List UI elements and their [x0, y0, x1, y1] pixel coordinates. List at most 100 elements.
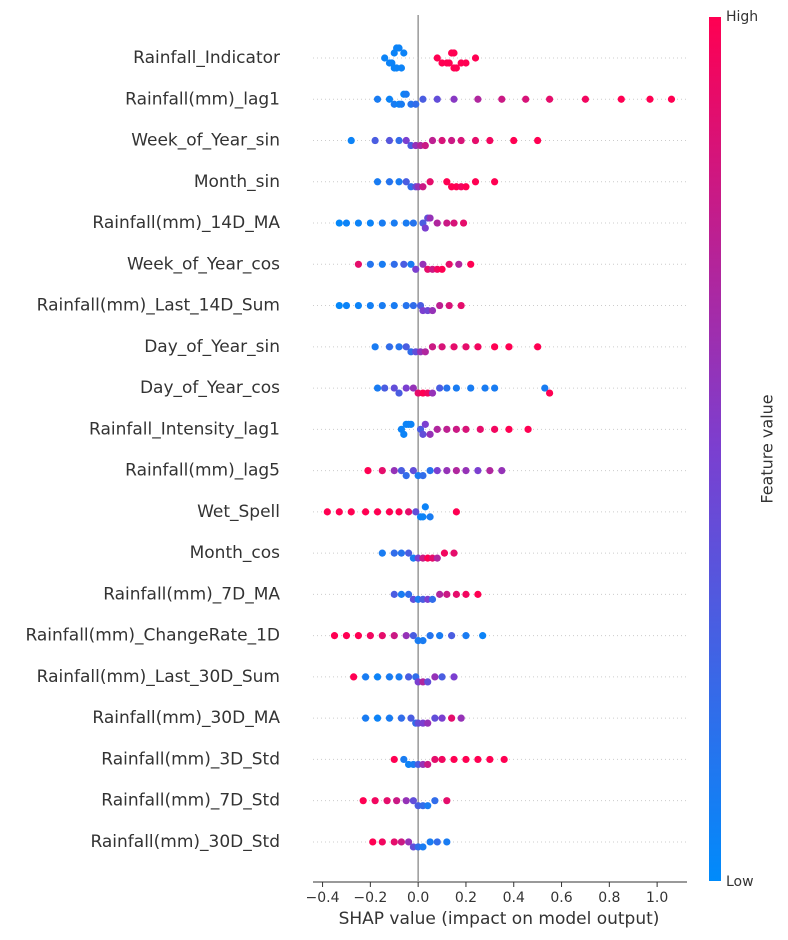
point — [646, 95, 654, 103]
point — [385, 714, 394, 722]
y-tick-label: Rainfall(mm)_lag5 — [125, 461, 280, 481]
point — [366, 301, 374, 310]
point — [505, 343, 513, 351]
point — [359, 797, 367, 805]
point — [419, 95, 427, 103]
point — [448, 136, 456, 145]
point — [419, 513, 427, 521]
point — [419, 430, 427, 438]
x-tick-label: 0.2 — [455, 890, 477, 906]
colorbar-high: High — [726, 9, 758, 25]
point — [421, 141, 429, 150]
x-tick-label: −0.4 — [306, 890, 340, 906]
point — [373, 714, 382, 722]
point — [397, 467, 406, 475]
point — [452, 425, 460, 433]
point — [342, 219, 351, 227]
point — [498, 467, 506, 475]
point — [419, 637, 427, 645]
point — [390, 632, 398, 640]
point — [402, 219, 410, 227]
point — [431, 673, 439, 681]
point — [541, 384, 549, 392]
point — [450, 343, 458, 351]
point — [448, 632, 456, 640]
point — [438, 265, 446, 273]
point — [354, 219, 363, 227]
point — [354, 632, 363, 640]
point — [323, 508, 331, 516]
point — [455, 260, 463, 268]
point — [491, 425, 499, 433]
x-tick-label: 0.6 — [550, 890, 572, 906]
point — [378, 467, 386, 475]
point — [354, 301, 363, 310]
point — [404, 838, 413, 846]
point — [424, 678, 432, 686]
point — [402, 90, 410, 98]
point — [409, 632, 417, 640]
point — [581, 95, 590, 103]
y-tick-label: Week_of_Year_cos — [127, 254, 280, 274]
x-tick-label: 0.0 — [407, 890, 429, 906]
point — [366, 219, 374, 227]
point — [409, 797, 417, 805]
point — [428, 343, 437, 351]
point — [438, 673, 446, 681]
point — [381, 54, 389, 62]
point — [397, 100, 406, 108]
point — [462, 467, 470, 475]
point — [462, 343, 470, 351]
point — [402, 472, 410, 480]
point — [330, 632, 339, 640]
point — [474, 590, 482, 598]
point — [390, 838, 398, 846]
point — [443, 838, 451, 846]
x-tick-label: −0.2 — [353, 890, 387, 906]
y-tick-label: Rainfall(mm)_3D_Std — [101, 749, 280, 769]
point — [409, 301, 417, 310]
point — [381, 384, 389, 392]
point — [467, 384, 475, 392]
y-tick-label: Rainfall(mm)_Last_14D_Sum — [37, 296, 280, 316]
point — [402, 301, 410, 310]
point — [397, 590, 406, 598]
point — [491, 178, 499, 186]
point — [474, 755, 482, 764]
point — [400, 430, 408, 438]
point — [486, 467, 494, 475]
point — [481, 384, 489, 392]
point — [524, 425, 532, 433]
y-tick-label: Week_of_Year_sin — [131, 131, 280, 151]
point — [361, 714, 370, 722]
y-tick-label: Rainfall(mm)_ChangeRate_1D — [25, 626, 280, 646]
point — [402, 343, 410, 351]
point — [409, 384, 417, 392]
y-tick-label: Rainfall(mm)_Last_30D_Sum — [37, 667, 280, 687]
colorbar-low: Low — [726, 874, 754, 890]
point — [395, 673, 403, 681]
point — [395, 343, 403, 351]
point — [400, 755, 408, 764]
point — [443, 797, 451, 805]
point — [402, 384, 410, 392]
y-tick-label: Day_of_Year_cos — [140, 378, 280, 398]
point — [452, 64, 460, 72]
point — [505, 425, 513, 433]
point — [436, 590, 444, 598]
x-tick-label: 0.8 — [598, 890, 620, 906]
point — [462, 590, 470, 598]
point — [462, 59, 470, 67]
point — [378, 219, 386, 227]
point — [412, 265, 420, 273]
point — [409, 467, 417, 475]
point — [395, 44, 403, 52]
point — [373, 178, 382, 186]
point — [433, 838, 441, 846]
point — [491, 343, 499, 351]
point — [419, 843, 427, 851]
point — [491, 384, 499, 392]
point — [450, 755, 458, 764]
point — [407, 714, 415, 722]
point — [452, 467, 460, 475]
